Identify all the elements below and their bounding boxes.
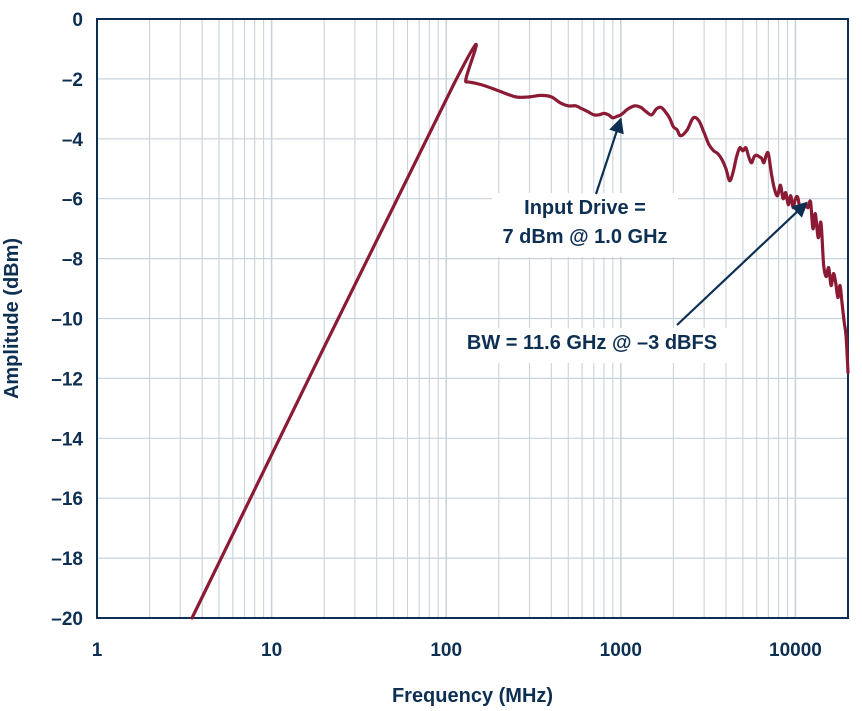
y-tick-label: 0 xyxy=(72,10,83,31)
y-tick-label: –14 xyxy=(51,429,83,450)
annotation-arrow xyxy=(594,117,624,195)
series-layer xyxy=(190,42,850,620)
y-tick-label: –10 xyxy=(51,310,83,331)
grid xyxy=(97,18,848,619)
annotation-background xyxy=(454,328,730,363)
y-axis-title: Amplitude (dBm) xyxy=(1,238,23,399)
x-tick-label: 100 xyxy=(430,640,462,661)
annotation-text: BW = 11.6 GHz @ –3 dBFS xyxy=(467,332,717,354)
annotation-text: Input Drive = xyxy=(524,197,646,219)
x-tick-label: 10000 xyxy=(769,640,822,661)
x-tick-label: 1 xyxy=(92,640,103,661)
y-tick-label: –8 xyxy=(62,250,83,271)
annotation-arrow xyxy=(676,201,808,326)
y-tick-label: –6 xyxy=(62,190,83,211)
x-axis-title: Frequency (MHz) xyxy=(392,685,553,707)
y-tick-label: –20 xyxy=(51,609,83,630)
y-tick-label: –2 xyxy=(62,70,83,91)
y-tick-label: –4 xyxy=(62,130,84,151)
y-tick-label: –12 xyxy=(51,369,83,390)
annotation-text: 7 dBm @ 1.0 GHz xyxy=(502,226,667,248)
series-line xyxy=(190,42,850,620)
plot-frame xyxy=(96,18,849,619)
y-axis-ticks: 0 –2 –4 –6 –8 –10 –12 –14 –16 –18 –20 xyxy=(51,10,83,630)
annotations: Input Drive = 7 dBm @ 1.0 GHz BW = 11.6 GH… xyxy=(454,117,808,363)
annotation-background xyxy=(492,193,678,257)
y-tick-label: –16 xyxy=(51,489,83,510)
x-tick-label: 10 xyxy=(261,640,282,661)
x-axis-ticks: 1 10 100 1000 10000 xyxy=(92,640,822,661)
y-tick-label: –18 xyxy=(51,549,83,570)
x-tick-label: 1000 xyxy=(600,640,642,661)
